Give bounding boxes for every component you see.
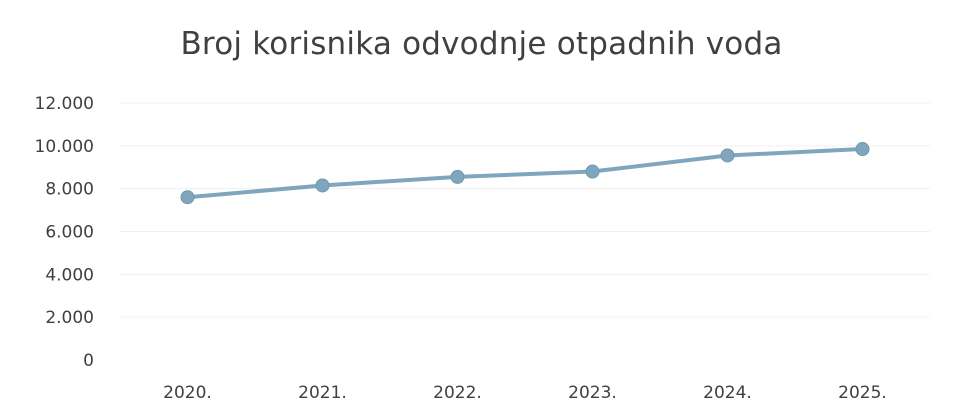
data-point bbox=[855, 142, 870, 157]
y-tick-label: 8.000 bbox=[45, 180, 94, 200]
x-tick-label: 2020. bbox=[163, 383, 212, 403]
y-tick-label: 6.000 bbox=[45, 223, 94, 243]
x-tick-label: 2025. bbox=[838, 383, 887, 403]
y-tick-label: 2.000 bbox=[45, 308, 94, 328]
x-tick-label: 2021. bbox=[298, 383, 347, 403]
y-tick-label: 0 bbox=[83, 351, 94, 371]
data-point bbox=[315, 178, 330, 193]
y-tick-label: 10.000 bbox=[35, 137, 94, 157]
series-line bbox=[185, 147, 865, 200]
data-point bbox=[450, 169, 465, 184]
x-tick-label: 2024. bbox=[703, 383, 752, 403]
x-tick-label: 2023. bbox=[568, 383, 617, 403]
y-tick-label: 12.000 bbox=[35, 94, 94, 114]
y-tick-label: 4.000 bbox=[45, 265, 94, 285]
data-point bbox=[180, 190, 195, 205]
data-point bbox=[585, 164, 600, 179]
chart-title: Broj korisnika odvodnje otpadnih voda bbox=[180, 26, 783, 62]
data-point bbox=[720, 148, 735, 163]
x-tick-label: 2022. bbox=[433, 383, 482, 403]
